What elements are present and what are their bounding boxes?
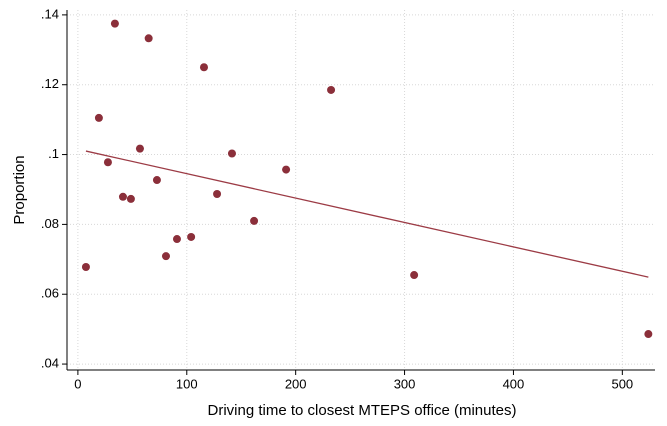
point — [410, 271, 419, 280]
point — [227, 149, 236, 158]
x-tick-label: 100 — [176, 376, 198, 391]
x-tick-label: 0 — [74, 376, 81, 391]
point — [327, 85, 336, 94]
point — [81, 262, 90, 271]
y-tick-label: .04 — [41, 356, 59, 371]
y-tick-label: .06 — [41, 286, 59, 301]
point — [152, 176, 161, 185]
point — [103, 158, 112, 167]
point — [126, 194, 135, 203]
y-tick-label: .12 — [41, 76, 59, 91]
point — [118, 192, 127, 201]
point — [110, 19, 119, 28]
y-axis-title: Proportion — [11, 155, 28, 224]
x-tick-label: 300 — [394, 376, 416, 391]
point — [282, 165, 291, 174]
y-tick-label: .14 — [41, 6, 59, 21]
x-tick-label: 400 — [503, 376, 525, 391]
fit-line — [85, 150, 649, 278]
x-axis-title: Driving time to closest MTEPS office (mi… — [208, 402, 517, 419]
x-tick-label: 200 — [285, 376, 307, 391]
point — [199, 63, 208, 72]
point — [161, 252, 170, 261]
point — [135, 144, 144, 153]
point — [187, 232, 196, 241]
x-tick-label: 500 — [611, 376, 633, 391]
y-tick-label: .08 — [41, 216, 59, 231]
point — [144, 34, 153, 43]
point — [172, 235, 181, 244]
y-tick-label: .1 — [48, 146, 59, 161]
point — [250, 216, 259, 225]
point — [644, 330, 653, 339]
point — [94, 113, 103, 122]
point — [213, 190, 222, 199]
